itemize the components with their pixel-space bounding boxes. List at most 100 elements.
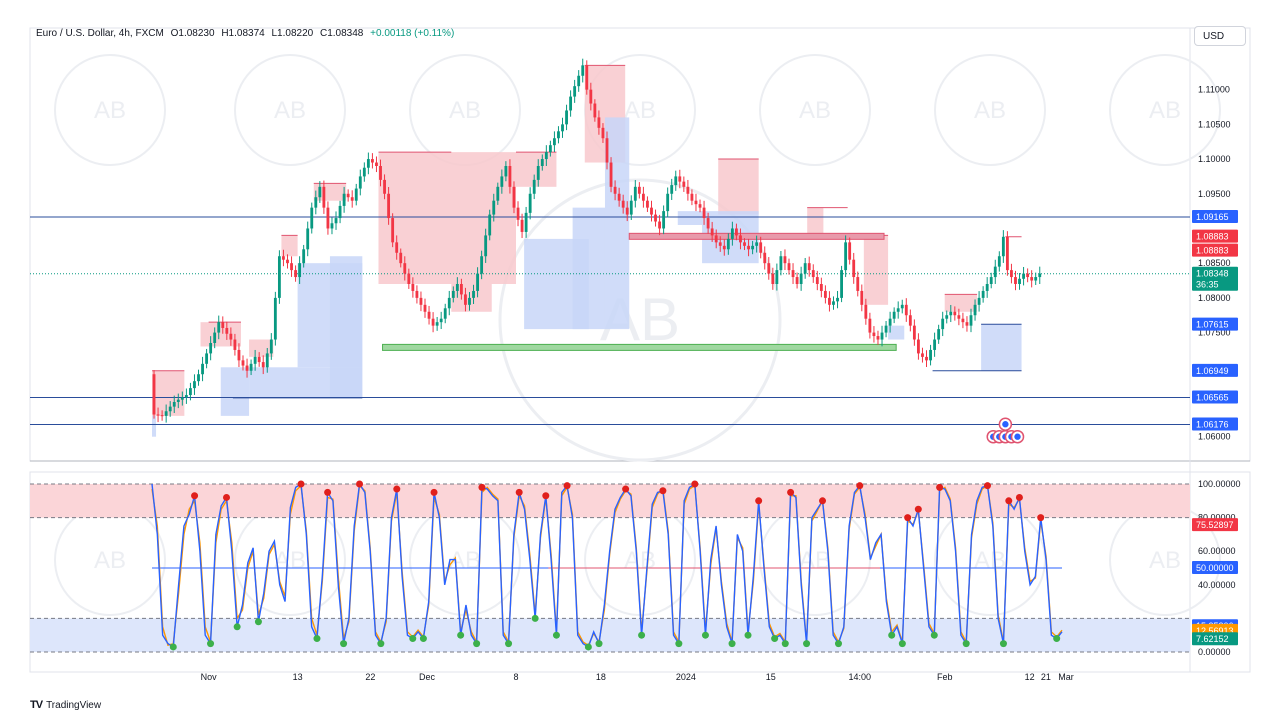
candle[interactable] [1001, 236, 1005, 257]
candle[interactable] [961, 318, 965, 323]
candle[interactable] [803, 263, 807, 274]
green-level-box[interactable] [382, 343, 897, 351]
candle[interactable] [366, 159, 370, 168]
candle[interactable] [184, 395, 188, 398]
candle[interactable] [739, 235, 742, 243]
candle[interactable] [722, 245, 726, 250]
candle[interactable] [747, 245, 750, 250]
candle[interactable] [601, 127, 605, 139]
candle[interactable] [662, 211, 666, 229]
candle[interactable] [565, 110, 568, 125]
candle[interactable] [379, 166, 382, 180]
candle[interactable] [989, 277, 993, 284]
candle[interactable] [573, 86, 577, 97]
candle[interactable] [371, 159, 374, 163]
candle[interactable] [520, 219, 524, 232]
candle[interactable] [277, 256, 281, 298]
candle[interactable] [775, 270, 779, 284]
candle[interactable] [253, 356, 257, 364]
candle[interactable] [629, 200, 633, 215]
candle[interactable] [945, 315, 949, 319]
candle[interactable] [455, 284, 459, 291]
candle[interactable] [593, 103, 597, 118]
candle[interactable] [872, 332, 876, 337]
candle[interactable] [480, 256, 484, 274]
candle[interactable] [811, 270, 815, 278]
candle[interactable] [362, 167, 366, 177]
candle[interactable] [261, 362, 265, 368]
candle[interactable] [528, 193, 532, 213]
candle[interactable] [476, 273, 479, 291]
candle[interactable] [451, 290, 455, 298]
candle[interactable] [294, 270, 297, 278]
candle[interactable] [354, 188, 358, 201]
candle[interactable] [273, 297, 277, 340]
candle[interactable] [484, 235, 488, 257]
candle[interactable] [637, 186, 641, 194]
candle[interactable] [678, 176, 682, 182]
candle[interactable] [997, 256, 1001, 267]
candle[interactable] [193, 381, 196, 389]
candle[interactable] [609, 162, 613, 187]
candle[interactable] [439, 318, 443, 323]
candle[interactable] [767, 263, 771, 274]
candle[interactable] [217, 322, 221, 333]
candle[interactable] [205, 353, 209, 364]
candle[interactable] [718, 242, 722, 246]
candle[interactable] [1026, 273, 1030, 278]
candle[interactable] [641, 193, 645, 201]
candle[interactable] [633, 186, 637, 201]
candle[interactable] [694, 200, 698, 205]
candle[interactable] [1010, 270, 1013, 278]
candle[interactable] [658, 221, 661, 229]
candle[interactable] [516, 207, 520, 220]
candle[interactable] [152, 374, 156, 415]
candle[interactable] [504, 166, 508, 177]
candle[interactable] [807, 263, 811, 271]
candle[interactable] [464, 294, 467, 305]
candle[interactable] [338, 205, 342, 219]
candle[interactable] [908, 315, 912, 326]
candle[interactable] [937, 329, 941, 340]
candle[interactable] [977, 297, 981, 305]
candle[interactable] [358, 176, 362, 189]
candle[interactable] [350, 197, 354, 201]
candle[interactable] [581, 65, 585, 76]
candle[interactable] [710, 228, 714, 236]
candle[interactable] [407, 273, 411, 284]
candle[interactable] [156, 414, 160, 416]
candle[interactable] [884, 325, 888, 333]
stoch-k-line[interactable] [151, 481, 1063, 649]
candle[interactable] [180, 397, 184, 400]
candle[interactable] [508, 166, 512, 187]
candle[interactable] [917, 339, 920, 354]
candle[interactable] [411, 284, 415, 291]
candle[interactable] [431, 318, 435, 326]
candle[interactable] [435, 322, 439, 326]
candle[interactable] [698, 204, 702, 208]
candle[interactable] [904, 304, 908, 316]
candle[interactable] [868, 318, 872, 333]
candle[interactable] [589, 89, 593, 104]
candle[interactable] [524, 212, 528, 232]
candle[interactable] [751, 245, 755, 250]
candle[interactable] [929, 349, 932, 361]
symbol-title[interactable]: Euro / U.S. Dollar, 4h, FXCM [36, 28, 164, 39]
candle[interactable] [245, 365, 249, 371]
candle[interactable] [921, 353, 924, 357]
candle[interactable] [844, 242, 848, 271]
tradingview-logo[interactable]: TV TradingView [30, 699, 101, 711]
candle[interactable] [298, 263, 302, 278]
candle[interactable] [912, 325, 916, 340]
candle[interactable] [229, 333, 233, 340]
candle[interactable] [1018, 278, 1021, 284]
candle[interactable] [1014, 277, 1017, 284]
candle[interactable] [306, 228, 310, 250]
candle[interactable] [468, 297, 471, 305]
candle[interactable] [779, 256, 783, 271]
candle[interactable] [213, 332, 217, 343]
candle[interactable] [795, 277, 799, 284]
candle[interactable] [427, 311, 431, 319]
candle[interactable] [282, 256, 285, 260]
